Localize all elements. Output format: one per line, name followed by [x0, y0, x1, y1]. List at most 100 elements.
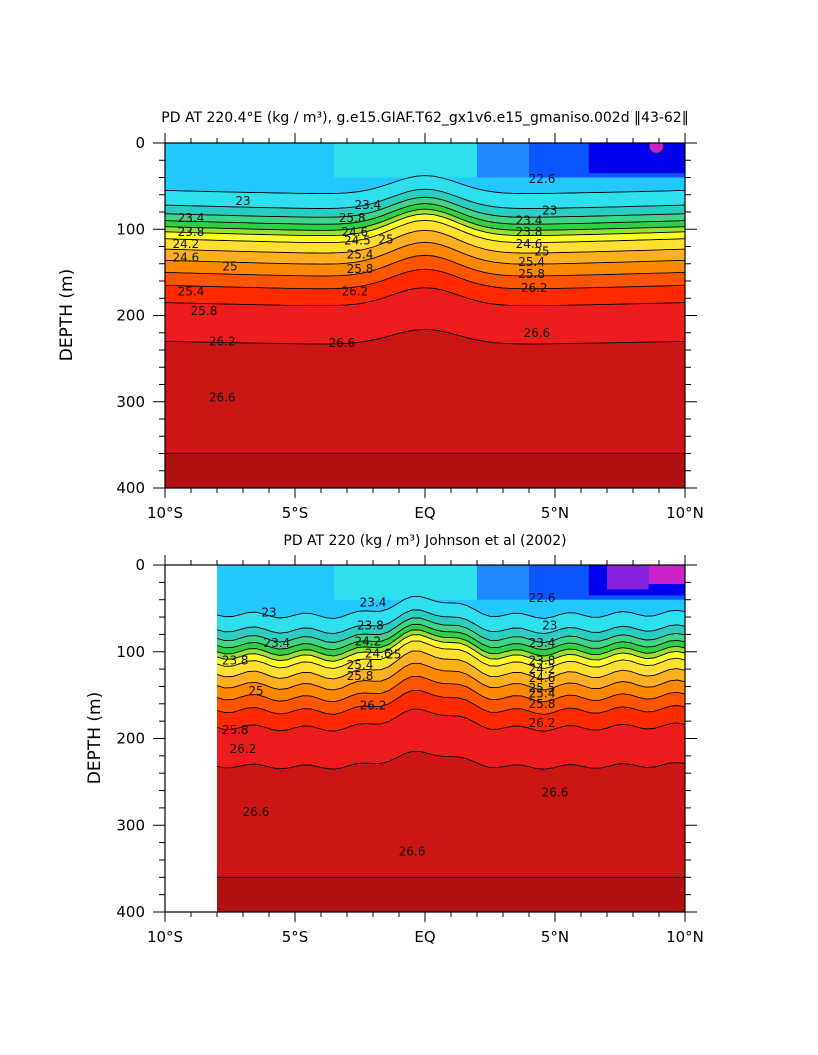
contour-label: 23.8 [178, 225, 205, 239]
contour-label: 23.4 [178, 211, 205, 225]
contour-label: 26.6 [542, 785, 569, 799]
surface-patch [477, 565, 529, 600]
contour-label: 23.8 [529, 653, 556, 667]
contour-lines-model [165, 175, 685, 454]
contour-label: 26.6 [209, 390, 236, 404]
axis-ticks-model: 10°S 5°S EQ 5°N 10°N 0 100 200 300 400 [116, 133, 704, 522]
contour-line [165, 196, 685, 218]
contour-line [165, 203, 685, 225]
contour-label: 25 [534, 245, 549, 259]
contour-line [165, 287, 685, 307]
chart-title-model: PD AT 220.4°E (kg / m³), g.e15.GIAF.T62_… [161, 110, 688, 126]
contour-label: 25.4 [529, 686, 556, 700]
contour-line [216, 662, 685, 691]
surface-patch [217, 565, 334, 605]
surface-patch [334, 565, 477, 600]
y-tick-label: 0 [135, 134, 145, 152]
contour-label: 23.4 [360, 595, 387, 609]
contour-label: 24.6 [529, 671, 556, 685]
contour-label: 24.6 [365, 646, 392, 660]
contour-band [217, 877, 685, 912]
x-tick-label: EQ [414, 504, 435, 522]
contour-label: 23.8 [516, 225, 543, 239]
contour-label: 26.6 [399, 844, 426, 858]
y-tick-label: 200 [116, 730, 145, 748]
surface-patch [588, 143, 685, 174]
contour-label: 25.8 [518, 267, 545, 281]
contour-line [216, 595, 685, 619]
contour-label: 25.8 [339, 211, 366, 225]
x-tick-label: 5°S [282, 504, 309, 522]
contour-line [165, 268, 685, 290]
contour-line [216, 634, 685, 662]
contour-label: 26.6 [523, 326, 550, 340]
contour-fill-model [165, 143, 685, 488]
contour-label: 25.8 [222, 723, 249, 737]
contour-label: 23.4 [263, 636, 290, 650]
contour-labels-model: 2323.423.824.224.62525.425.826.226.623.4… [172, 172, 557, 404]
contour-label: 25.8 [529, 697, 556, 711]
contour-label: 25.4 [178, 284, 205, 298]
chart-title-observations: PD AT 220 (kg / m³) Johnson et al (2002) [283, 533, 566, 549]
surface-patch [477, 143, 529, 178]
contour-label: 24.5 [344, 233, 371, 247]
panel-model: PD AT 220.4°E (kg / m³), g.e15.GIAF.T62_… [57, 110, 704, 522]
contour-line [216, 609, 685, 635]
contour-label: 22.6 [529, 591, 556, 605]
contour-label: 26.2 [529, 716, 556, 730]
axis-ticks-observations: 10°S 5°S EQ 5°N 10°N 0 100 200 300 400 [116, 555, 704, 946]
contour-label: 25 [378, 233, 393, 247]
contour-label: 25 [222, 259, 237, 273]
contour-label: 24.2 [529, 662, 556, 676]
x-tick-label: 5°S [282, 928, 309, 946]
contour-line [216, 750, 685, 770]
contour-line [165, 219, 685, 244]
contour-label: 25.4 [347, 247, 374, 261]
contour-label: 25.8 [347, 669, 374, 683]
contour-band [165, 329, 685, 488]
contour-line [216, 623, 685, 651]
contour-label: 24.6 [516, 237, 543, 251]
contour-label: 23 [261, 606, 276, 620]
contour-line [216, 650, 685, 680]
contour-label: 23.8 [222, 653, 249, 667]
contour-line [165, 188, 685, 209]
y-tick-label: 400 [116, 903, 145, 921]
x-tick-label: 10°S [147, 928, 183, 946]
contour-labels-observations: 2323.423.82525.826.226.623.423.824.224.6… [222, 591, 569, 858]
y-tick-label: 100 [116, 220, 145, 238]
contour-label: 24.6 [172, 251, 199, 265]
contour-label: 26.2 [521, 281, 548, 295]
y-tick-label: 300 [116, 393, 145, 411]
contour-label: 25 [386, 647, 401, 661]
contour-label: 23.4 [529, 636, 556, 650]
magenta-patch [648, 565, 685, 585]
contour-band [165, 453, 685, 488]
contour-label: 23.4 [354, 198, 381, 212]
contour-line [165, 328, 685, 345]
purple-patch [607, 565, 649, 590]
contour-label: 26.2 [230, 742, 257, 756]
contour-label: 23.4 [516, 214, 543, 228]
y-axis-label-observations: DEPTH (m) [85, 692, 105, 784]
contour-line [216, 617, 685, 643]
contour-line [165, 213, 685, 237]
y-axis-label-model: DEPTH (m) [57, 269, 77, 361]
y-tick-label: 400 [116, 479, 145, 497]
contour-label: 23 [542, 619, 557, 633]
contour-label: 23 [542, 203, 557, 217]
contour-label: 23.8 [357, 619, 384, 633]
contour-line [216, 629, 685, 657]
y-tick-label: 200 [116, 307, 145, 325]
x-tick-label: 10°N [666, 928, 704, 946]
y-tick-label: 0 [135, 556, 145, 574]
contour-label: 24.2 [354, 634, 381, 648]
y-tick-label: 300 [116, 816, 145, 834]
x-tick-label: EQ [414, 928, 435, 946]
surface-patch [165, 143, 334, 182]
surface-patch [334, 143, 477, 178]
contour-line [165, 241, 685, 265]
contour-line [165, 229, 685, 254]
x-tick-label: 10°S [147, 504, 183, 522]
